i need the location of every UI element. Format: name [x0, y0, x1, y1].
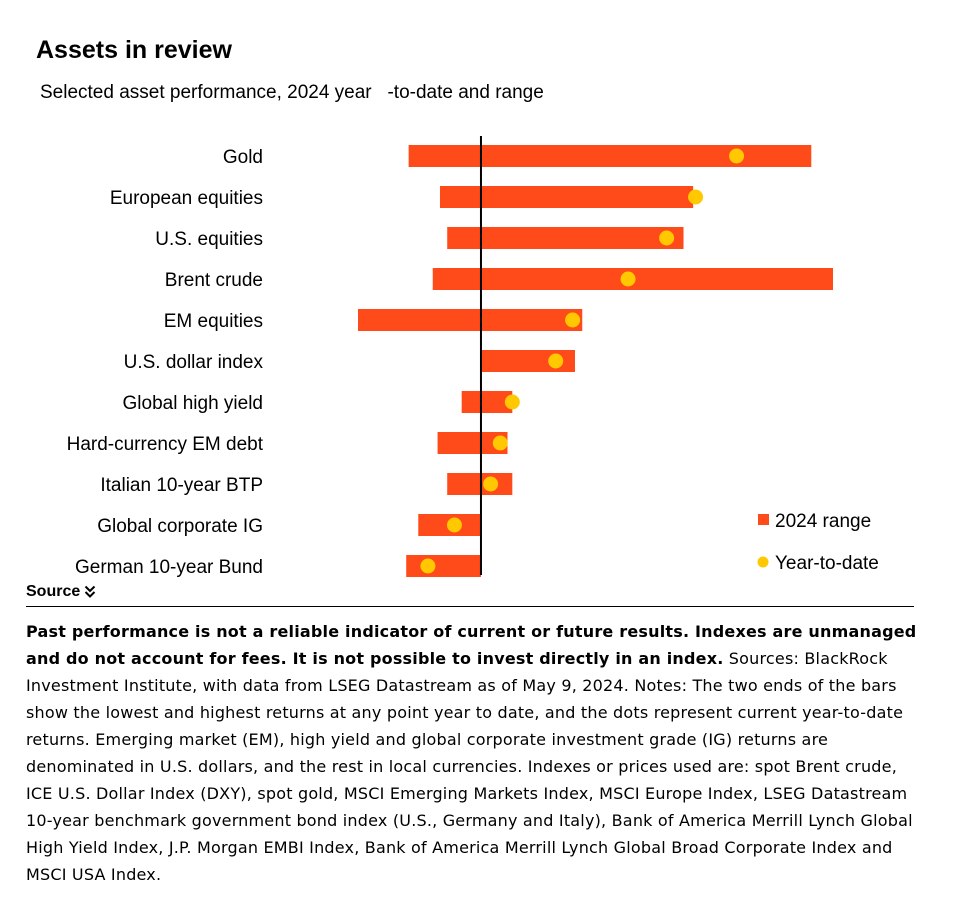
category-label: Brent crude: [165, 270, 263, 291]
source-toggle-label: Source: [26, 583, 81, 600]
source-toggle[interactable]: Source: [26, 583, 96, 601]
ytd-dots: [420, 148, 745, 574]
ytd-dot: [492, 435, 508, 451]
chart-title: Assets in review: [36, 36, 232, 64]
category-labels: Gold European equities U.S. equities Brent …: [67, 147, 264, 578]
category-label: Global corporate IG: [97, 516, 263, 537]
ytd-dot: [504, 394, 520, 410]
category-label: U.S. equities: [155, 229, 263, 250]
sources-notes-text: Sources: BlackRock Investment Institute,…: [26, 649, 913, 884]
chart-subtitle: Selected asset performance, 2024 year -t…: [40, 82, 544, 103]
ytd-dot: [565, 312, 581, 328]
range-bar: [447, 227, 684, 249]
category-label: European equities: [110, 188, 263, 209]
range-bar: [447, 473, 513, 495]
ytd-dot: [688, 189, 704, 205]
disclaimer-text: Past performance is not a reliable indic…: [26, 622, 917, 668]
legend-dot-swatch: [757, 556, 769, 568]
ytd-dot: [548, 353, 564, 369]
category-label: Global high yield: [123, 393, 263, 414]
range-bar: [439, 186, 694, 208]
ytd-dot: [420, 558, 436, 574]
category-label: German 10-year Bund: [75, 557, 263, 578]
legend: 2024 range Year-to-date: [757, 511, 879, 574]
legend-range-label: 2024 range: [775, 511, 871, 532]
ytd-dot: [729, 148, 745, 164]
range-bar: [358, 309, 583, 331]
range-bar: [406, 555, 481, 577]
source-divider: [26, 606, 914, 607]
source-notes: Past performance is not a reliable indic…: [26, 618, 926, 888]
legend-dot-label: Year-to-date: [775, 553, 879, 574]
range-bar: [408, 145, 812, 167]
ytd-dot: [483, 476, 499, 492]
double-chevron-down-icon: [85, 585, 96, 598]
range-bar: [461, 391, 513, 413]
legend-range-swatch: [758, 514, 769, 525]
range-bar: [437, 432, 508, 454]
category-label: EM equities: [164, 311, 263, 332]
category-label: Gold: [223, 147, 263, 168]
category-label: Italian 10-year BTP: [100, 475, 263, 496]
category-label: U.S. dollar index: [124, 352, 264, 373]
category-label: Hard-currency EM debt: [67, 434, 264, 455]
range-bars: [358, 145, 833, 577]
range-chart: Gold European equities U.S. equities Brent …: [67, 136, 879, 578]
ytd-dot: [620, 271, 636, 287]
ytd-dot: [446, 517, 462, 533]
ytd-dot: [659, 230, 675, 246]
